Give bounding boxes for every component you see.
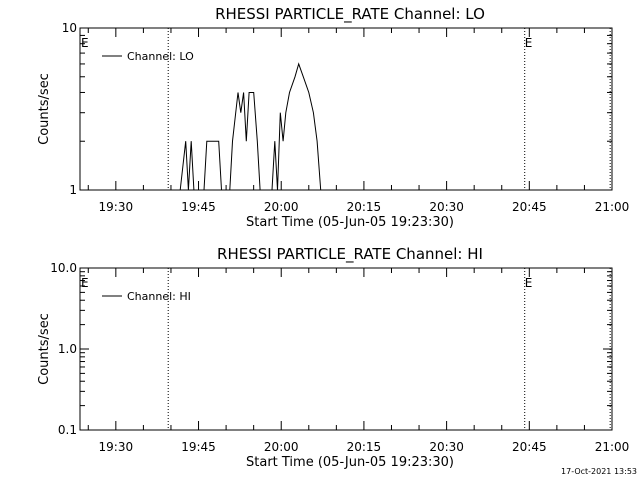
x-tick-label-lo: 21:00 — [595, 200, 630, 214]
y-tick-label-lo: 10 — [62, 21, 77, 35]
x-tick-label-lo: 19:30 — [99, 200, 134, 214]
footer-timestamp: 17-Oct-2021 13:53 — [561, 467, 637, 476]
x-tick-label-hi: 20:30 — [429, 440, 464, 454]
corner-label-hi: E — [81, 276, 89, 290]
y-tick-label-hi: 10.0 — [50, 261, 77, 275]
x-tick-label-hi: 21:00 — [595, 440, 630, 454]
series-line-lo — [179, 62, 322, 191]
chart-panel-lo: RHESSI PARTICLE_RATE Channel: LO 1 10 19:30… — [37, 5, 629, 230]
chart-title-lo: RHESSI PARTICLE_RATE Channel: LO — [215, 5, 485, 24]
x-tick-label-hi: 20:15 — [347, 440, 382, 454]
y-tick-label-lo: 1 — [69, 183, 77, 197]
plot-frame-lo — [79, 27, 613, 191]
legend-label-lo: Channel: LO — [127, 50, 194, 63]
chart-panel-hi: RHESSI PARTICLE_RATE Channel: HI 0.1 1.0 10… — [37, 245, 629, 470]
x-axis-label-hi: Start Time (05-Jun-05 19:23:30) — [246, 455, 454, 470]
y-tick-label-hi: 1.0 — [58, 342, 77, 356]
x-tick-label-hi: 19:45 — [181, 440, 216, 454]
x-tick-label-hi: 20:45 — [512, 440, 547, 454]
x-tick-label-hi: 19:30 — [99, 440, 134, 454]
x-tick-label-lo: 19:45 — [181, 200, 216, 214]
y-axis-label-lo: Counts/sec — [37, 73, 52, 145]
y-axis-label-hi: Counts/sec — [37, 313, 52, 385]
x-tick-label-lo: 20:30 — [429, 200, 464, 214]
legend-label-hi: Channel: HI — [127, 290, 191, 303]
x-tick-label-lo: 20:15 — [347, 200, 382, 214]
event-marker-label-lo: E — [525, 36, 533, 50]
x-axis-label-lo: Start Time (05-Jun-05 19:23:30) — [246, 215, 454, 230]
y-tick-label-hi: 0.1 — [58, 423, 77, 437]
corner-label-lo: E — [81, 36, 89, 50]
x-tick-label-hi: 20:00 — [264, 440, 299, 454]
x-tick-label-lo: 20:45 — [512, 200, 547, 214]
event-marker-label-hi: E — [525, 276, 533, 290]
x-tick-label-lo: 20:00 — [264, 200, 299, 214]
chart-title-hi: RHESSI PARTICLE_RATE Channel: HI — [217, 245, 483, 264]
